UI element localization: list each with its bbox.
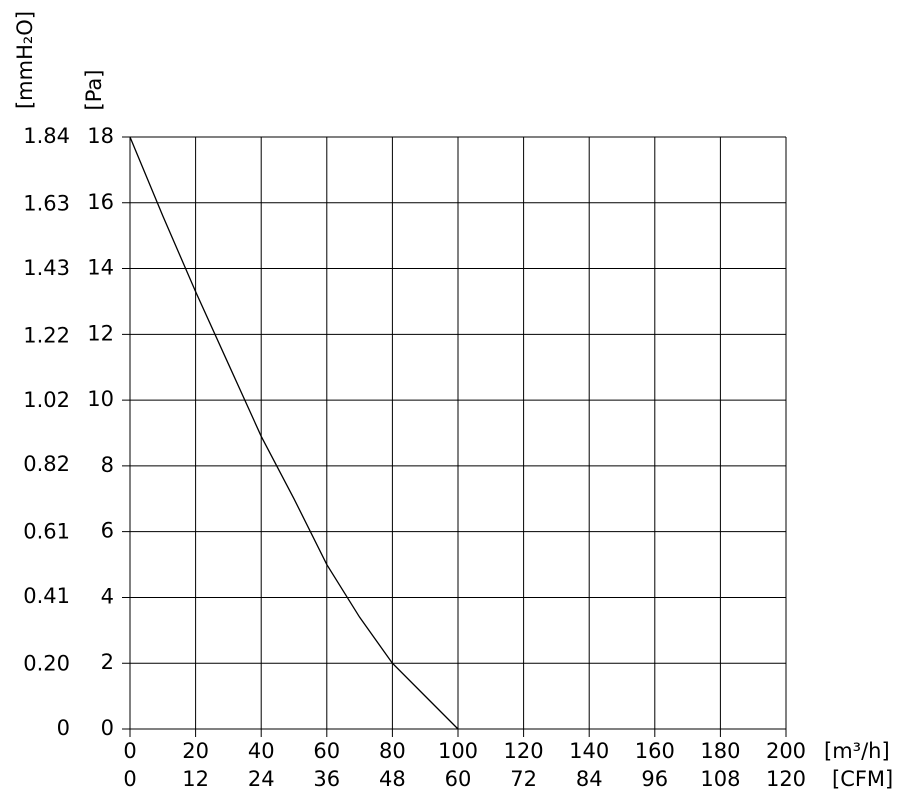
y-tick-label: 14 (87, 256, 114, 280)
x2-tick-label: 60 (445, 767, 472, 791)
y2-tick-label: 0 (57, 716, 70, 740)
x-tick-label: 160 (635, 739, 675, 763)
x2-tick-label: 120 (766, 767, 806, 791)
x2-tick-label: 24 (248, 767, 275, 791)
x2-tick-label: 108 (700, 767, 740, 791)
y-tick-label: 10 (87, 387, 114, 411)
y-tick-label: 2 (101, 650, 114, 674)
y2-tick-label: 1.02 (23, 388, 70, 412)
y2-tick-label: 1.22 (23, 323, 70, 347)
y2-tick-label: 0.41 (23, 584, 70, 608)
x2-tick-label: 36 (313, 767, 340, 791)
x2-tick-label: 0 (123, 767, 136, 791)
x-tick-label: 100 (438, 739, 478, 763)
x2-tick-label: 84 (576, 767, 603, 791)
x-tick-label: 20 (182, 739, 209, 763)
y2-tick-label: 0.82 (23, 452, 70, 476)
x2-tick-label: 48 (379, 767, 406, 791)
x-tick-label: 80 (379, 739, 406, 763)
y2-axis-label: [mmH₂O] (13, 11, 37, 109)
y-tick-label: 8 (101, 453, 114, 477)
x-tick-label: 200 (766, 739, 806, 763)
x-axis-label: [m³/h] (824, 739, 890, 763)
x2-tick-label: 72 (510, 767, 537, 791)
x-tick-label: 40 (248, 739, 275, 763)
y2-tick-label: 1.63 (23, 192, 70, 216)
y-tick-label: 4 (101, 584, 114, 608)
x-tick-label: 0 (123, 739, 136, 763)
data-line (129, 136, 459, 730)
x-tick-label: 140 (569, 739, 609, 763)
y2-tick-label: 0.20 (23, 652, 70, 676)
y2-tick-label: 1.43 (23, 256, 70, 280)
y2-tick-label: 1.84 (23, 124, 70, 148)
x-tick-label: 60 (313, 739, 340, 763)
x2-tick-label: 12 (182, 767, 209, 791)
x2-axis-label: [CFM] (832, 767, 893, 791)
x-tick-label: 180 (700, 739, 740, 763)
x-tick-label: 120 (504, 739, 544, 763)
y-tick-label: 6 (101, 519, 114, 543)
y2-tick-label: 0.61 (23, 520, 70, 544)
y-axis-label: [Pa] (82, 70, 106, 111)
y-tick-label: 16 (87, 190, 114, 214)
y-tick-label: 0 (101, 716, 114, 740)
x2-tick-label: 96 (641, 767, 668, 791)
y-tick-label: 12 (87, 321, 114, 345)
y-tick-label: 18 (87, 124, 114, 148)
